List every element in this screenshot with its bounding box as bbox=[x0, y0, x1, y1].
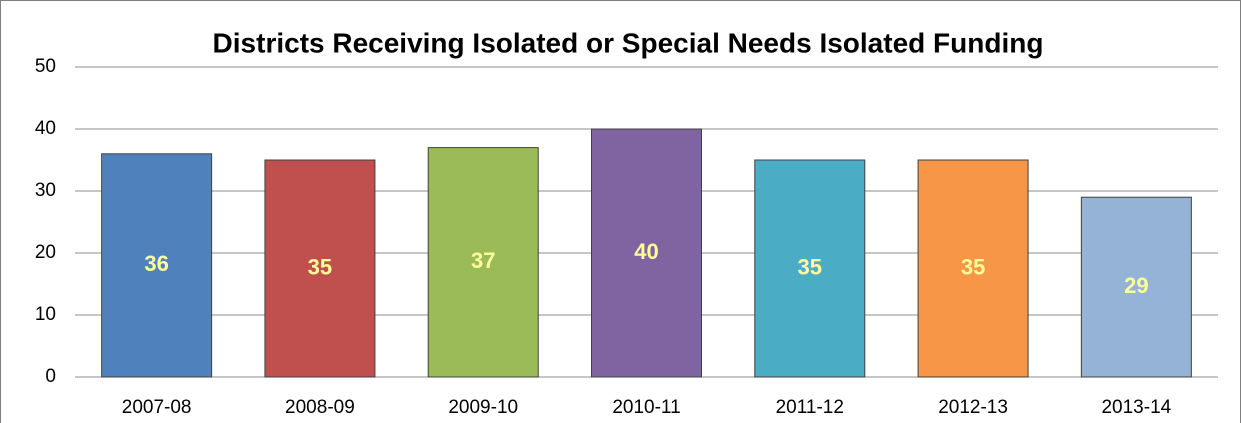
bar bbox=[754, 159, 866, 378]
value-label: 40 bbox=[634, 239, 658, 264]
y-tick-label: 50 bbox=[35, 56, 56, 77]
y-tick-label: 20 bbox=[35, 242, 56, 263]
value-label: 35 bbox=[308, 254, 332, 279]
x-tick-label: 2011-12 bbox=[776, 397, 844, 418]
x-tick-label: 2007-08 bbox=[122, 397, 192, 418]
bar bbox=[101, 153, 213, 378]
bar bbox=[1080, 196, 1192, 378]
bar bbox=[427, 147, 539, 378]
y-tick-label: 0 bbox=[45, 366, 56, 387]
bar bbox=[591, 128, 702, 378]
bar bbox=[917, 159, 1029, 378]
x-tick-label: 2008-09 bbox=[285, 397, 355, 418]
bar bbox=[264, 159, 376, 378]
y-tick-label: 30 bbox=[35, 180, 56, 201]
value-label: 36 bbox=[144, 251, 168, 276]
value-label: 37 bbox=[471, 248, 495, 273]
x-tick-label: 2010-11 bbox=[612, 397, 680, 418]
x-tick-label: 2013-14 bbox=[1101, 397, 1171, 418]
chart-title: Districts Receiving Isolated or Special … bbox=[213, 27, 1044, 58]
value-label: 29 bbox=[1124, 273, 1148, 298]
y-tick-label: 10 bbox=[35, 304, 56, 325]
y-tick-label: 40 bbox=[35, 118, 56, 139]
value-label: 35 bbox=[798, 254, 822, 279]
x-tick-label: 2009-10 bbox=[448, 397, 518, 418]
x-tick-label: 2012-13 bbox=[938, 397, 1008, 418]
value-label: 35 bbox=[961, 254, 985, 279]
